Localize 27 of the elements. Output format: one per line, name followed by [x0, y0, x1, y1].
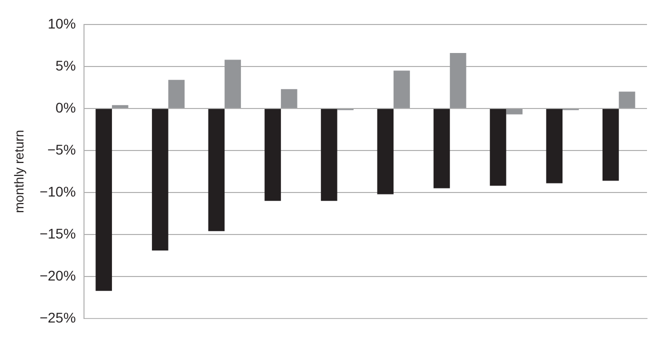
bar — [96, 108, 112, 291]
y-tick-label: −15% — [40, 225, 76, 242]
y-tick-label: 5% — [56, 57, 76, 74]
bar — [450, 52, 466, 108]
y-tick-label: −10% — [40, 183, 76, 200]
y-tick-label: −25% — [40, 309, 76, 326]
bar — [618, 92, 636, 108]
y-tick-label: −20% — [40, 267, 76, 284]
y-tick-label: 0% — [56, 99, 76, 116]
bar — [224, 60, 241, 108]
y-tick-label: 10% — [48, 15, 76, 32]
bar — [264, 108, 281, 201]
bar — [112, 105, 128, 108]
bar — [506, 108, 523, 114]
bar — [320, 108, 338, 201]
bar — [546, 108, 563, 184]
bar — [377, 108, 394, 194]
bar — [280, 89, 298, 108]
bar — [602, 108, 619, 181]
bar — [152, 108, 168, 251]
bar — [168, 80, 185, 108]
bar — [208, 108, 225, 232]
bar — [394, 70, 410, 108]
y-tick-label: −5% — [47, 141, 76, 158]
bar — [490, 108, 506, 186]
y-axis-title: monthly return — [11, 130, 26, 214]
bar — [434, 108, 450, 188]
